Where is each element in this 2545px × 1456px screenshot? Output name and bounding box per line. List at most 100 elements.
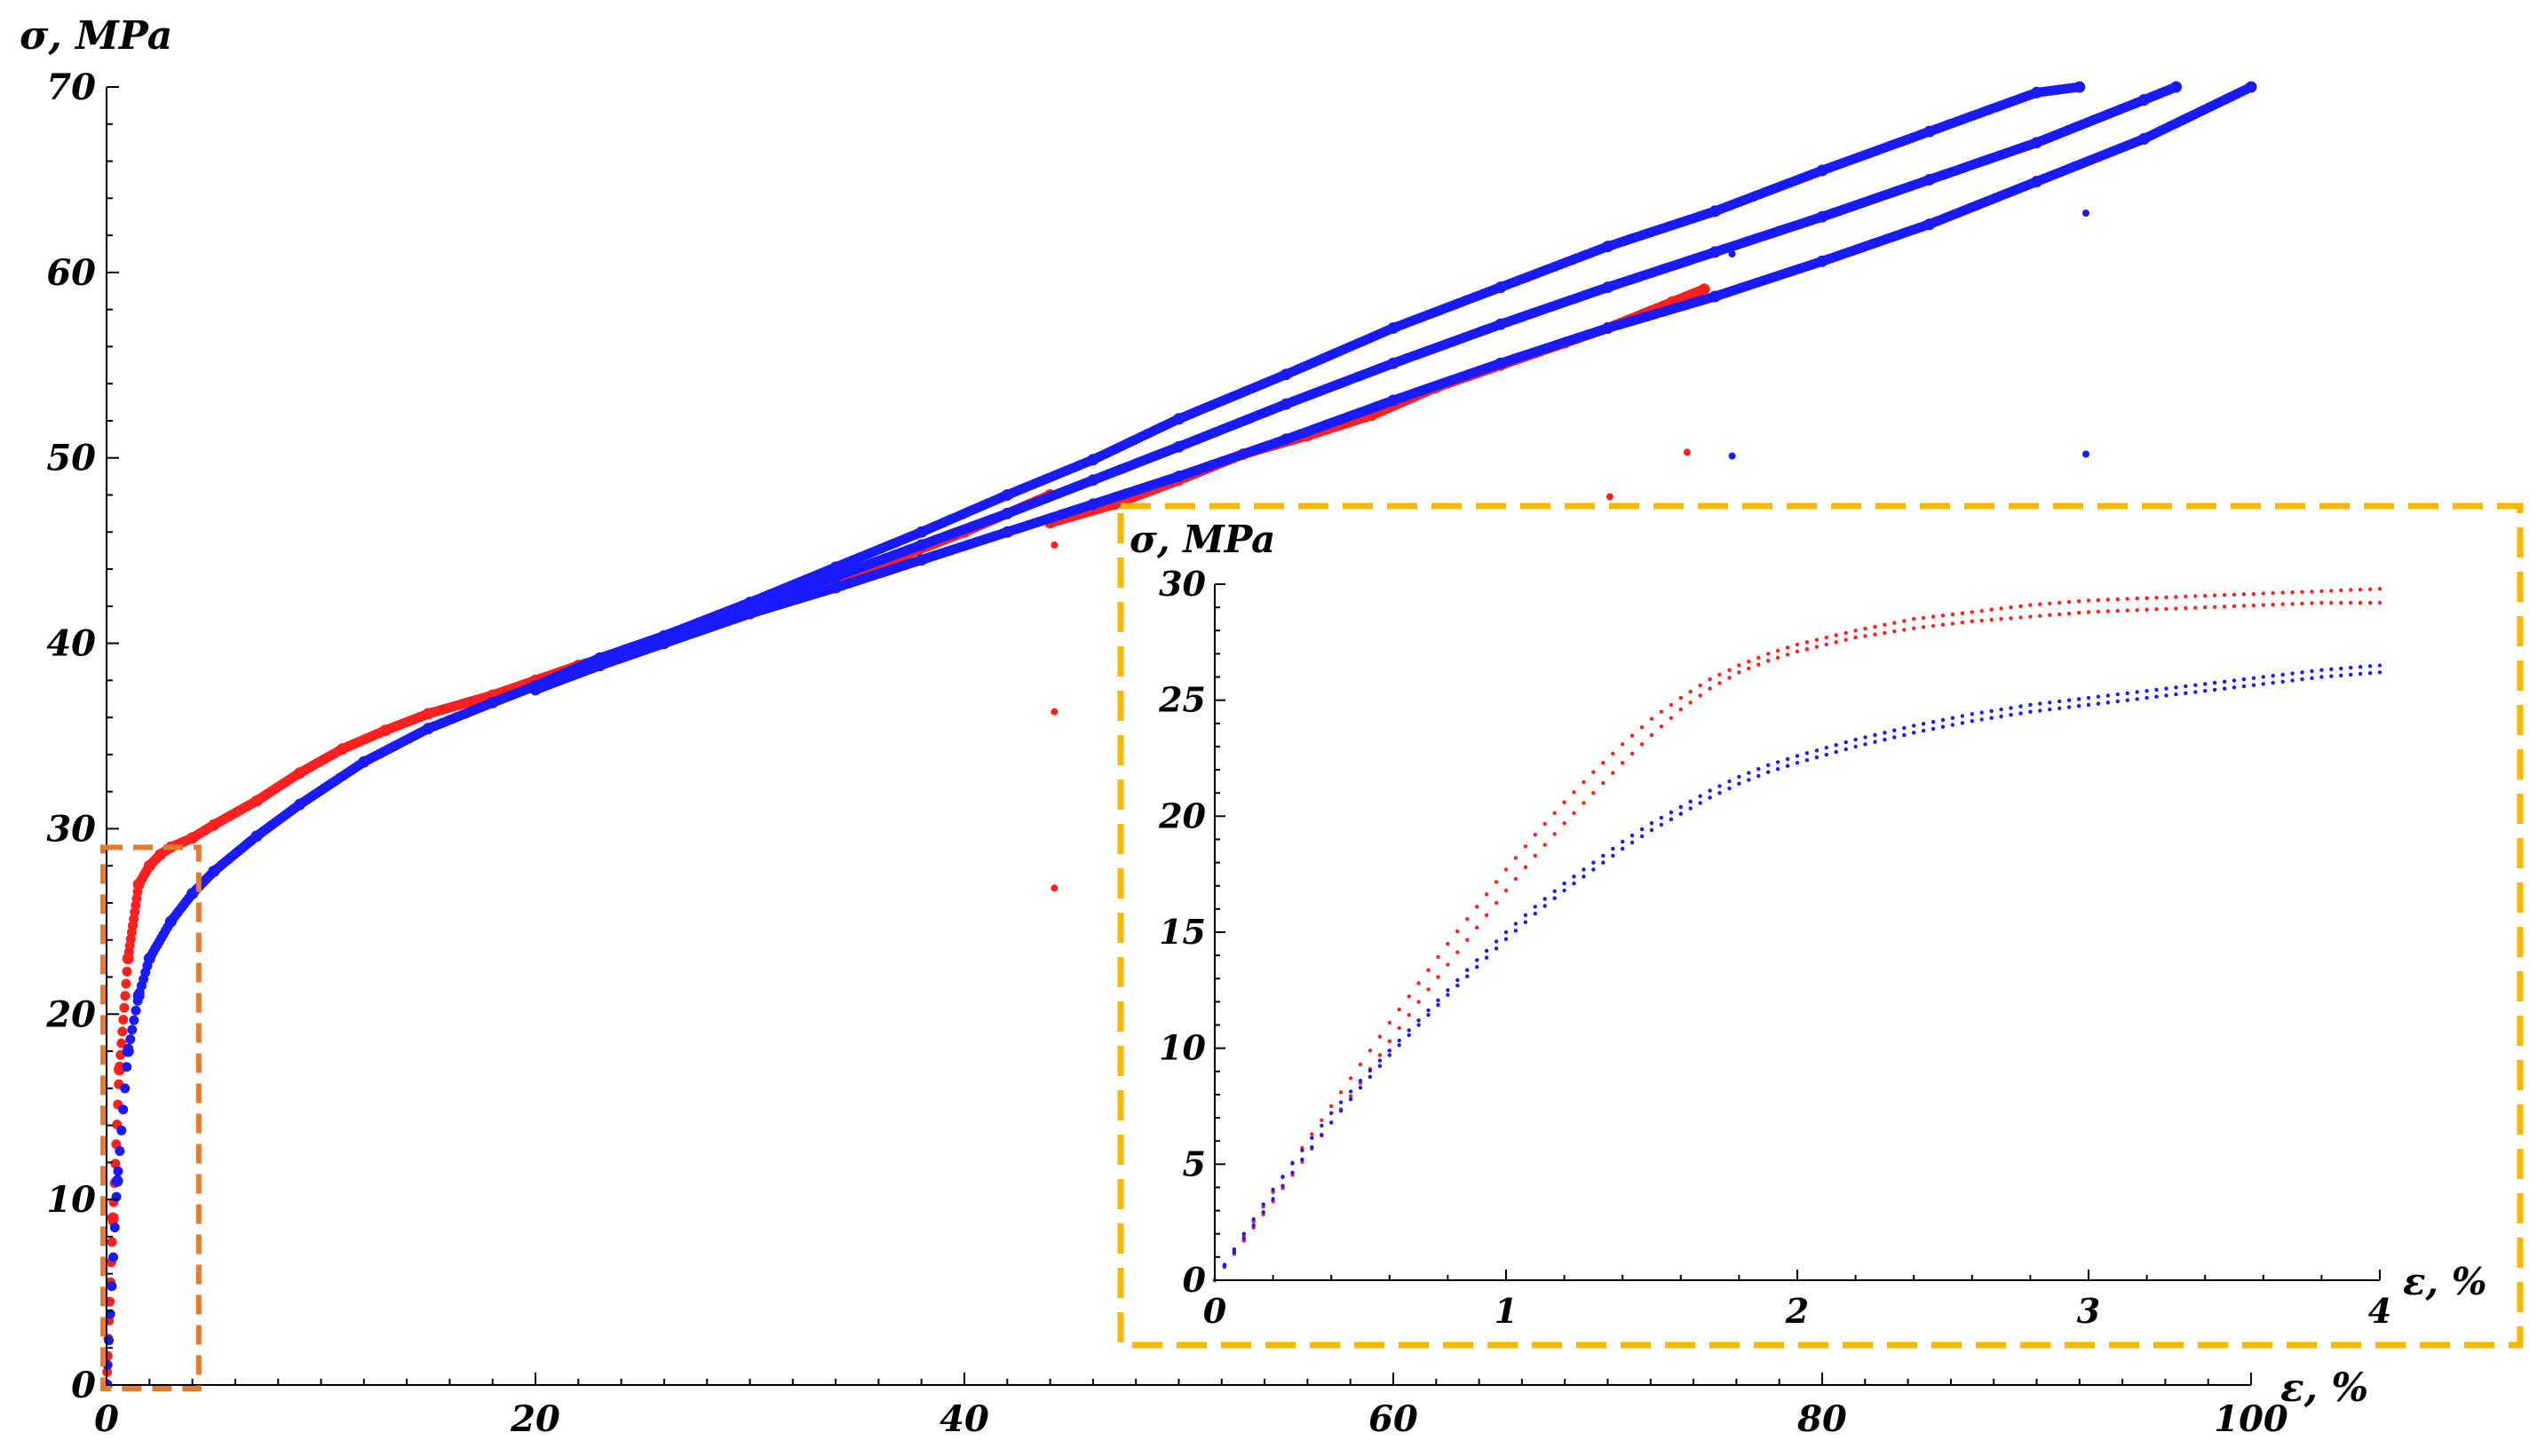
inset-data-point	[2066, 698, 2072, 702]
inset-data-point	[1834, 633, 1838, 637]
inset-data-point	[1727, 668, 1732, 672]
inset-data-point	[2057, 612, 2062, 617]
inset-data-point	[1940, 622, 1946, 627]
inset-data-point	[2086, 695, 2091, 700]
inset-y-tick-label: 0	[1183, 1260, 1207, 1300]
inset-data-point	[2145, 689, 2149, 693]
main-series-4	[529, 81, 2257, 696]
main-data-point	[1816, 255, 1828, 267]
inset-data-point	[1989, 716, 1994, 720]
inset-data-point	[2028, 709, 2033, 714]
inset-data-point	[2154, 694, 2159, 699]
main-data-point	[2137, 94, 2150, 107]
inset-data-point	[2145, 607, 2149, 612]
inset-data-point	[1436, 975, 1440, 979]
inset-data-point	[1747, 778, 1751, 782]
inset-data-point	[1853, 744, 1858, 749]
inset-data-point	[1804, 751, 1810, 756]
inset-data-point	[1717, 681, 1722, 685]
inset-data-point	[1611, 846, 1615, 851]
inset-data-point	[1960, 721, 1965, 725]
inset-data-point	[1426, 987, 1431, 992]
inset-data-point	[2009, 713, 2013, 717]
inset-data-point	[1902, 619, 1907, 623]
inset-data-point	[1572, 874, 1576, 879]
inset-data-point	[1436, 998, 1440, 1002]
inset-data-point	[1387, 1048, 1392, 1053]
inset-data-point	[2164, 693, 2168, 698]
inset-data-point	[2377, 587, 2382, 591]
main-data-point	[109, 1223, 120, 1233]
inset-data-point	[2174, 685, 2178, 690]
inset-data-point	[1824, 752, 1828, 757]
main-outlier-point	[1728, 250, 1736, 257]
inset-data-point	[1940, 717, 1946, 723]
inset-data-point	[1863, 735, 1867, 740]
main-data-point	[529, 684, 542, 696]
inset-data-point	[2018, 704, 2023, 708]
inset-data-point	[1348, 1076, 1353, 1080]
main-data-point	[107, 1212, 119, 1224]
inset-data-point	[1503, 888, 1509, 893]
inset-data-point	[1863, 626, 1867, 631]
inset-data-point	[2319, 668, 2324, 672]
inset-data-point	[2018, 615, 2023, 620]
inset-data-point	[1727, 676, 1732, 680]
inset-data-point	[1756, 773, 1761, 779]
inset-data-point	[1970, 619, 1974, 623]
main-data-point	[132, 989, 145, 1001]
main-y-tick-label: 40	[46, 623, 96, 665]
inset-data-point	[2105, 597, 2111, 602]
main-data-point	[487, 696, 499, 708]
inset-data-point	[1931, 623, 1936, 629]
inset-data-point	[2028, 702, 2033, 708]
inset-data-point	[1902, 628, 1907, 632]
inset-data-point	[1513, 856, 1518, 860]
inset-data-point	[1678, 707, 1684, 712]
inset-data-point	[1465, 968, 1470, 972]
inset-data-point	[2174, 595, 2178, 599]
inset-data-point	[1562, 821, 1566, 826]
inset-data-point	[1883, 737, 1887, 742]
inset-plot-marks	[1212, 587, 2382, 1283]
inset-data-point	[1280, 1175, 1285, 1179]
main-data-point	[1923, 218, 1936, 231]
inset-data-point	[2193, 605, 2198, 610]
inset-data-point	[1513, 929, 1518, 933]
inset-data-point	[1688, 799, 1693, 803]
inset-data-point	[1970, 610, 1974, 614]
inset-data-point	[1241, 1236, 1247, 1241]
inset-data-point	[1572, 790, 1576, 795]
inset-data-point	[2125, 608, 2129, 613]
inset-data-point	[1591, 860, 1596, 865]
main-series-0	[100, 489, 1057, 1391]
main-data-point	[1816, 210, 1828, 223]
inset-data-point	[2251, 591, 2256, 597]
inset-data-point	[1902, 732, 1907, 738]
inset-data-point	[2310, 601, 2314, 605]
inset-data-point	[1591, 770, 1596, 774]
inset-data-point	[1843, 637, 1848, 642]
main-data-point	[122, 953, 134, 965]
inset-data-point	[1873, 732, 1877, 738]
inset-data-point	[1523, 913, 1528, 918]
main-y-tick-label: 50	[46, 438, 96, 479]
main-y-axis-title: σ, MPa	[20, 13, 172, 59]
inset-data-point	[1659, 724, 1664, 729]
main-data-point	[1280, 368, 1292, 381]
inset-data-point	[1484, 913, 1489, 918]
main-data-point	[118, 1104, 129, 1115]
main-data-point	[1709, 290, 1721, 303]
inset-data-point	[1950, 621, 1955, 626]
inset-data-point	[2174, 692, 2178, 697]
inset-data-point	[2212, 680, 2217, 685]
main-data-point	[186, 832, 199, 844]
inset-data-point	[1416, 981, 1421, 985]
inset-data-point	[2241, 604, 2247, 608]
inset-data-point	[1979, 618, 1984, 623]
inset-data-point	[1310, 1136, 1314, 1140]
inset-data-point	[1222, 1262, 1227, 1267]
inset-data-point	[2057, 706, 2062, 710]
